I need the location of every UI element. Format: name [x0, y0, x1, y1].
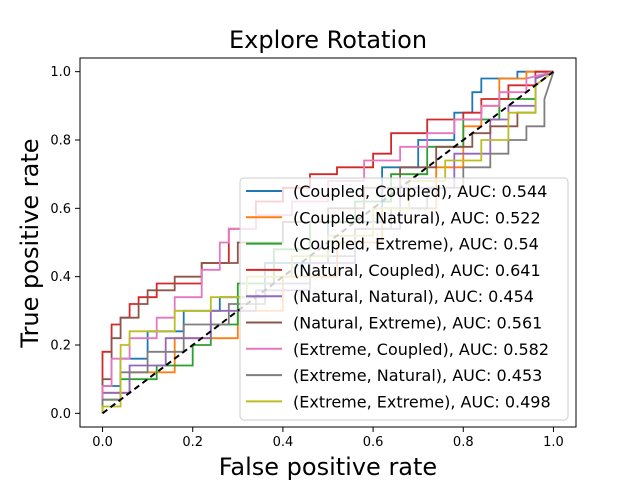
legend-label-7: (Extreme, Natural), AUC: 0.453	[293, 366, 542, 385]
legend-label-3: (Natural, Coupled), AUC: 0.641	[293, 261, 541, 280]
x-tick-label: 0.4	[273, 435, 294, 450]
x-tick-label: 0.2	[182, 435, 203, 450]
y-tick-label: 0.4	[50, 270, 71, 285]
x-axis-label: False positive rate	[219, 453, 437, 480]
x-tick-label: 1.0	[543, 435, 564, 450]
legend-label-2: (Coupled, Extreme), AUC: 0.54	[293, 235, 539, 254]
legend-label-6: (Extreme, Coupled), AUC: 0.582	[293, 340, 549, 359]
x-tick-label: 0.8	[453, 435, 474, 450]
legend-label-5: (Natural, Extreme), AUC: 0.561	[293, 314, 542, 333]
legend-label-1: (Coupled, Natural), AUC: 0.522	[293, 208, 541, 227]
y-tick-label: 0.0	[50, 407, 71, 422]
x-tick-label: 0.0	[92, 435, 113, 450]
legend: (Coupled, Coupled), AUC: 0.544 (Coupled, …	[239, 177, 569, 421]
y-axis-ticks: 0.0 0.2 0.4 0.6 0.8 1.0	[50, 65, 80, 422]
y-tick-label: 1.0	[50, 65, 71, 80]
y-tick-label: 0.2	[50, 339, 71, 354]
y-tick-label: 0.8	[50, 134, 71, 149]
plot-frame	[79, 57, 577, 428]
y-axis-label: True positive rate	[16, 138, 44, 348]
y-tick-label: 0.6	[50, 202, 71, 217]
x-axis-ticks: 0.0 0.2 0.4 0.6 0.8 1.0	[92, 427, 564, 450]
chart-title: Explore Rotation	[229, 26, 427, 54]
legend-box	[239, 177, 569, 421]
x-tick-label: 0.6	[363, 435, 384, 450]
legend-label-4: (Natural, Natural), AUC: 0.454	[293, 287, 534, 306]
legend-label-0: (Coupled, Coupled), AUC: 0.544	[293, 182, 547, 201]
legend-label-8: (Extreme, Extreme), AUC: 0.498	[293, 392, 551, 411]
